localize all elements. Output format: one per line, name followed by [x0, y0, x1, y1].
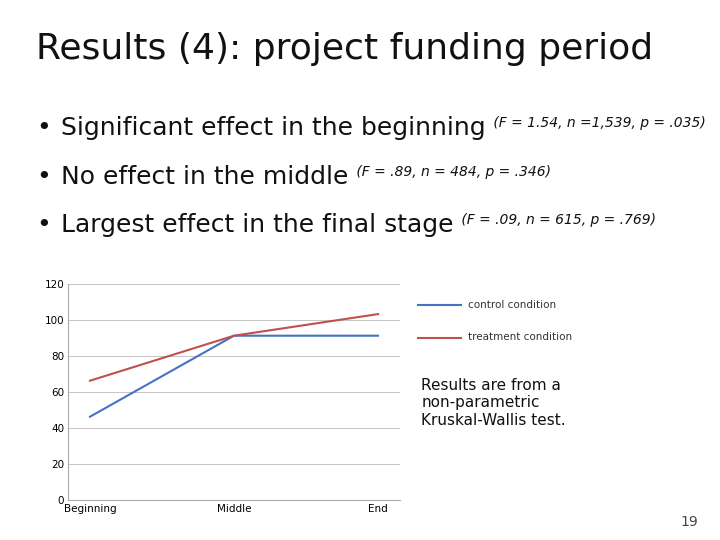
- Text: •: •: [36, 116, 50, 140]
- Text: No effect in the middle: No effect in the middle: [61, 165, 348, 188]
- Text: 19: 19: [680, 515, 698, 529]
- Text: Largest effect in the final stage: Largest effect in the final stage: [61, 213, 454, 237]
- Text: •: •: [36, 213, 50, 237]
- Text: (F = .89, n = 484, p = .346): (F = .89, n = 484, p = .346): [351, 165, 551, 179]
- Text: Significant effect in the beginning: Significant effect in the beginning: [61, 116, 486, 140]
- Text: •: •: [36, 165, 50, 188]
- Text: control condition: control condition: [468, 300, 556, 310]
- Text: Results (4): project funding period: Results (4): project funding period: [36, 32, 653, 66]
- Text: treatment condition: treatment condition: [468, 333, 572, 342]
- Text: Results are from a
non-parametric
Kruskal-Wallis test.: Results are from a non-parametric Kruska…: [421, 378, 566, 428]
- Text: (F = .09, n = 615, p = .769): (F = .09, n = 615, p = .769): [456, 213, 656, 227]
- Text: (F = 1.54, n =1,539, p = .035): (F = 1.54, n =1,539, p = .035): [489, 116, 706, 130]
